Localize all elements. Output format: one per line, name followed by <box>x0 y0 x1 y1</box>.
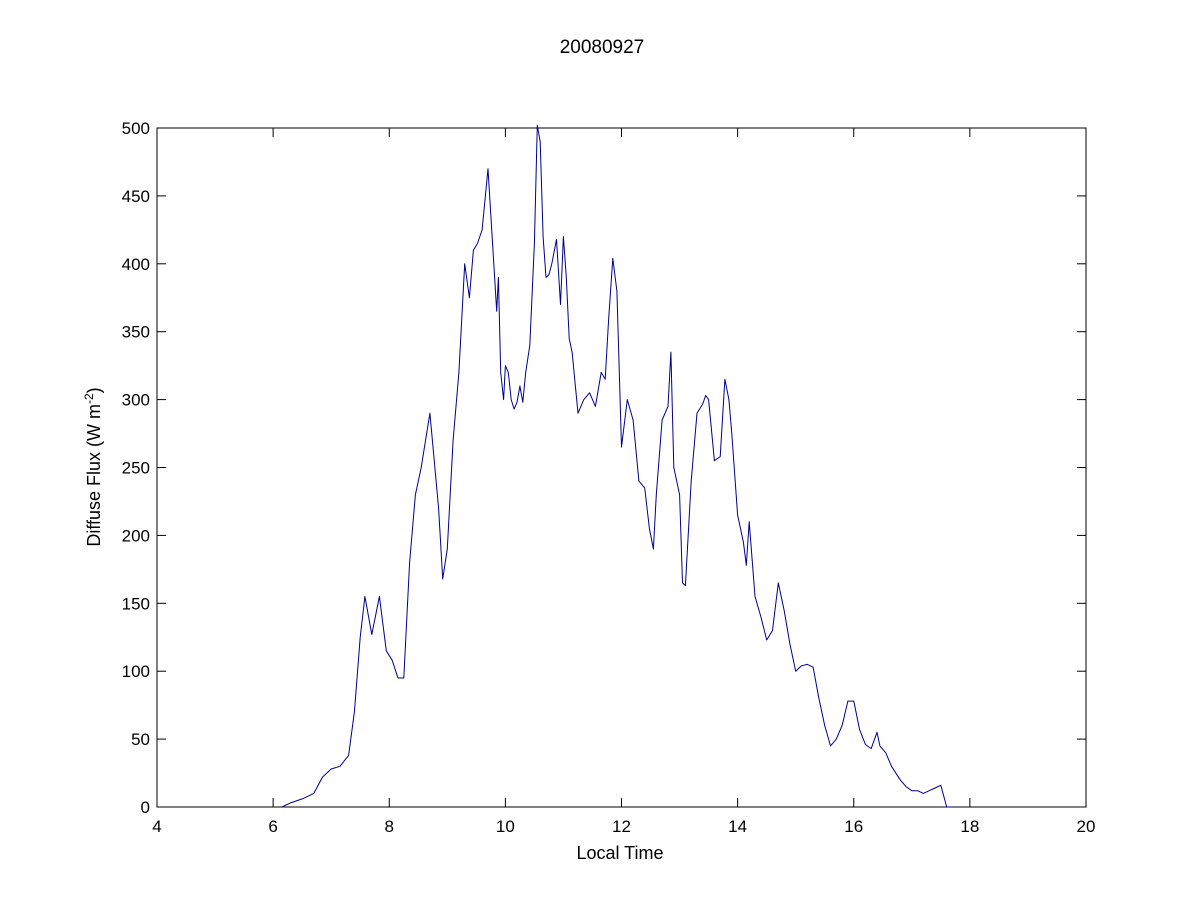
y-tick-label: 450 <box>122 187 150 206</box>
x-tick-label: 12 <box>612 817 631 836</box>
y-axis-title-close: ) <box>84 387 104 393</box>
x-tick-label: 8 <box>385 817 394 836</box>
x-tick-label: 18 <box>960 817 979 836</box>
x-tick-label: 6 <box>268 817 277 836</box>
y-tick-label: 100 <box>122 662 150 681</box>
x-tick-label: 4 <box>152 817 161 836</box>
diffuse-flux-line <box>281 124 953 808</box>
y-tick-label: 300 <box>122 391 150 410</box>
y-tick-label: 0 <box>141 798 150 817</box>
x-tick-label: 14 <box>728 817 747 836</box>
x-axis-title: Local Time <box>576 843 663 863</box>
y-tick-label: 50 <box>131 730 150 749</box>
chart-title: 20080927 <box>560 37 645 58</box>
y-axis-title-main: Diffuse Flux (W m <box>84 404 104 547</box>
y-tick-label: 150 <box>122 594 150 613</box>
plot-area: 4 6 8 10 12 14 16 18 200501001502002503003504004… <box>122 119 1096 836</box>
y-tick-label: 350 <box>122 323 150 342</box>
x-tick-label: 20 <box>1077 817 1096 836</box>
y-axis-title-superscript: -2 <box>82 393 96 404</box>
y-tick-label: 250 <box>122 459 150 478</box>
x-tick-label: 16 <box>844 817 863 836</box>
x-tick-label: 10 <box>496 817 515 836</box>
y-tick-label: 200 <box>122 526 150 545</box>
y-tick-label: 400 <box>122 255 150 274</box>
y-tick-label: 500 <box>122 119 150 138</box>
y-axis-title: Diffuse Flux (W m-2) <box>82 387 104 546</box>
